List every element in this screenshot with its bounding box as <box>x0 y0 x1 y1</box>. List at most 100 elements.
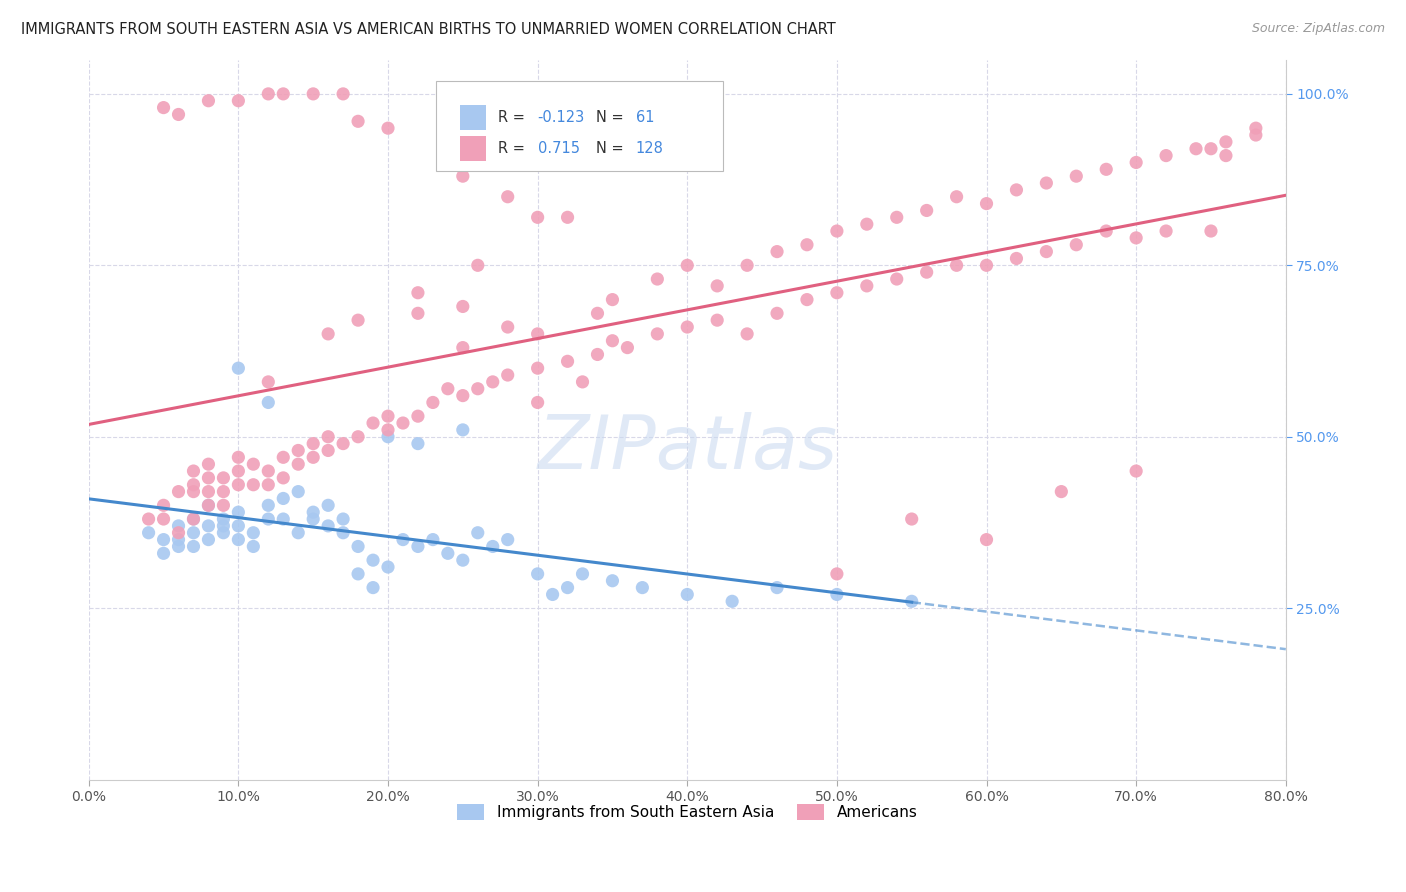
Point <box>242 525 264 540</box>
Point <box>616 341 638 355</box>
Point <box>138 525 160 540</box>
Point <box>287 525 309 540</box>
Point <box>976 196 998 211</box>
Point <box>647 326 669 341</box>
Point <box>1215 148 1237 162</box>
Point <box>1244 128 1267 142</box>
Point <box>571 566 593 581</box>
Text: IMMIGRANTS FROM SOUTH EASTERN ASIA VS AMERICAN BIRTHS TO UNMARRIED WOMEN CORRELA: IMMIGRANTS FROM SOUTH EASTERN ASIA VS AM… <box>21 22 835 37</box>
Point <box>825 566 848 581</box>
Point <box>242 457 264 471</box>
Point <box>257 512 280 526</box>
Point <box>1244 121 1267 136</box>
Point <box>1095 162 1118 177</box>
Point <box>467 382 489 396</box>
Point <box>242 540 264 554</box>
Legend: Immigrants from South Eastern Asia, Americans: Immigrants from South Eastern Asia, Amer… <box>451 797 924 826</box>
Point <box>197 484 219 499</box>
Point <box>735 258 758 272</box>
Point <box>361 416 384 430</box>
Point <box>152 512 174 526</box>
Point <box>228 464 250 478</box>
Text: R =: R = <box>498 141 530 156</box>
Point <box>541 587 564 601</box>
Point <box>602 334 624 348</box>
Point <box>796 293 818 307</box>
Point <box>152 101 174 115</box>
Point <box>257 375 280 389</box>
Point <box>766 306 789 320</box>
Point <box>557 354 579 368</box>
Point <box>361 581 384 595</box>
Point <box>467 525 489 540</box>
Point <box>212 525 235 540</box>
Point <box>347 313 370 327</box>
Point <box>721 594 744 608</box>
Bar <box>460 136 486 161</box>
Point <box>183 540 205 554</box>
Point <box>422 395 444 409</box>
Point <box>183 484 205 499</box>
Point <box>676 320 699 334</box>
Point <box>316 498 339 512</box>
Point <box>976 533 998 547</box>
Point <box>1005 183 1028 197</box>
Point <box>347 430 370 444</box>
Point <box>945 258 967 272</box>
Point <box>602 574 624 588</box>
Point <box>526 211 548 225</box>
Point <box>271 512 294 526</box>
Point <box>796 237 818 252</box>
Point <box>706 313 728 327</box>
Point <box>496 320 519 334</box>
Point <box>451 300 474 314</box>
Text: 61: 61 <box>636 110 654 125</box>
Point <box>167 525 190 540</box>
Point <box>1199 142 1222 156</box>
Text: N =: N = <box>596 141 628 156</box>
Point <box>377 409 399 424</box>
Point <box>377 430 399 444</box>
Point <box>586 306 609 320</box>
Point <box>347 566 370 581</box>
Point <box>316 326 339 341</box>
Point <box>1125 231 1147 245</box>
Point <box>271 450 294 465</box>
Point <box>183 512 205 526</box>
Point <box>1154 224 1177 238</box>
Point <box>197 457 219 471</box>
Point <box>1154 148 1177 162</box>
Point <box>287 484 309 499</box>
Point <box>302 436 325 450</box>
Point <box>212 498 235 512</box>
Point <box>228 519 250 533</box>
Point <box>406 285 429 300</box>
Point <box>825 587 848 601</box>
Point <box>152 533 174 547</box>
Point <box>900 594 922 608</box>
Point <box>451 341 474 355</box>
Point <box>496 533 519 547</box>
Point <box>197 519 219 533</box>
Point <box>1066 169 1088 184</box>
Point <box>271 87 294 101</box>
Point <box>212 519 235 533</box>
Point <box>167 533 190 547</box>
Point <box>886 272 908 286</box>
Point <box>302 512 325 526</box>
Point <box>602 293 624 307</box>
Point <box>631 581 654 595</box>
Point <box>302 450 325 465</box>
Point <box>915 265 938 279</box>
Point <box>945 190 967 204</box>
Point <box>1215 135 1237 149</box>
Bar <box>460 104 486 129</box>
Point <box>451 423 474 437</box>
Point <box>287 443 309 458</box>
Point <box>316 430 339 444</box>
Point <box>302 505 325 519</box>
Point <box>557 581 579 595</box>
Point <box>586 347 609 361</box>
Point <box>183 512 205 526</box>
Point <box>332 512 354 526</box>
